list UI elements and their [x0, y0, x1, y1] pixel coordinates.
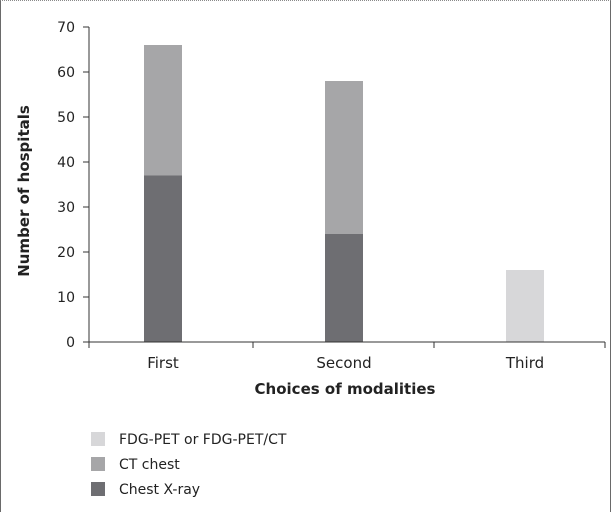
- y-tick-label-0: 0: [66, 335, 75, 351]
- x-tick-label-first: First: [147, 354, 179, 372]
- x-tick-label-second: Second: [316, 354, 371, 372]
- legend: FDG-PET or FDG-PET/CT CT chest Chest X-ray: [91, 432, 287, 498]
- bar-first-chest-x-ray: [144, 175, 182, 342]
- y-axis-title: Number of hospitals: [15, 105, 33, 277]
- legend-swatch-fdg-pet-or-fdg-pet-ct: [91, 432, 105, 446]
- y-tick-label-40: 40: [57, 155, 75, 171]
- bar-second-chest-x-ray: [325, 234, 363, 342]
- legend-swatch-ct-chest: [91, 457, 105, 471]
- bars-layer: [144, 45, 544, 342]
- y-tick-label-10: 10: [57, 290, 75, 306]
- y-tick-label-60: 60: [57, 65, 75, 81]
- bar-second-ct-chest: [325, 81, 363, 234]
- x-axis-title: Choices of modalities: [255, 380, 436, 398]
- y-tick-label-70: 70: [57, 20, 75, 36]
- legend-label-chest-x-ray: Chest X-ray: [119, 482, 200, 498]
- y-tick-label-20: 20: [57, 245, 75, 261]
- y-axis: 0 10 20 30 40 50 60 70: [57, 20, 90, 351]
- x-axis: First Second Third: [88, 341, 606, 372]
- bar-first-ct-chest: [144, 45, 182, 176]
- legend-label-ct-chest: CT chest: [119, 457, 180, 473]
- bar-third-fdg-pet-or-fdg-pet-ct: [506, 270, 544, 342]
- x-tick-label-third: Third: [505, 354, 544, 372]
- y-tick-label-30: 30: [57, 200, 75, 216]
- legend-label-fdg-pet-or-fdg-pet-ct: FDG-PET or FDG-PET/CT: [119, 432, 287, 448]
- y-tick-label-50: 50: [57, 110, 75, 126]
- legend-swatch-chest-x-ray: [91, 482, 105, 496]
